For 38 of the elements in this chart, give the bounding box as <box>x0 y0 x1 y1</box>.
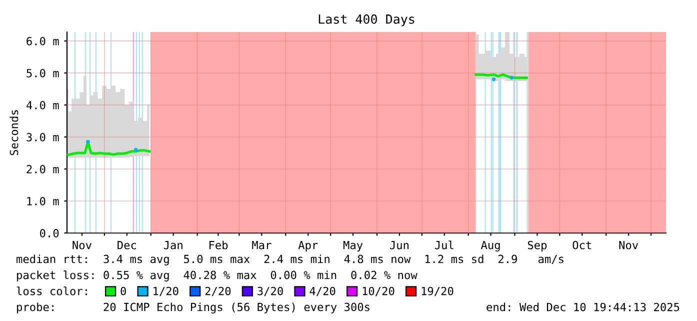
x-tick-label: Oct <box>572 240 592 250</box>
text: probe: 20 ICMP Echo Pings (56 Bytes) every 300s <box>17 302 370 314</box>
point <box>510 76 514 80</box>
point <box>492 77 496 82</box>
legend-label: 2/20 <box>205 286 231 296</box>
x-tick-label: May <box>343 241 363 252</box>
legend-label: 19/20 <box>422 286 454 296</box>
legend-label: 4/20 <box>310 286 336 296</box>
legend-label: 3/20 <box>258 286 283 296</box>
chart-title: Last 400 Days <box>318 14 414 26</box>
text: end: Wed Dec 10 19:44:13 2025 <box>486 302 680 312</box>
x-tick-label: Apr <box>298 241 318 252</box>
y-tick-label: 1.0 m <box>27 197 59 206</box>
x-tick-label: Mar <box>252 241 272 250</box>
y-tick-label: 2.0 m <box>26 164 59 174</box>
legend-label: 0 <box>120 286 126 296</box>
legend-label: 1/20 <box>154 286 178 296</box>
x-tick-label: Jul <box>434 240 454 250</box>
x-tick-label: Nov <box>72 241 92 250</box>
y-tick-label: 4.0 m <box>26 100 59 110</box>
y-tick-label: 6.0 m <box>26 36 59 46</box>
y-tick-label: 5.0 m <box>26 68 59 78</box>
y-axis-title: Seconds <box>10 110 18 156</box>
x-tick-label: Nov <box>619 241 638 250</box>
point <box>86 140 90 144</box>
x-tick-label: Dec <box>118 241 136 250</box>
y-tick-label: 3.0 m <box>26 132 59 142</box>
text: median rtt: 3.4 ms avg 5.0 ms max 2.4 ms min 4.8 ms now 1.2 ms sd 2.9 am/s <box>16 254 564 266</box>
x-tick-label: Feb <box>209 240 228 250</box>
legend-label: 10/20 <box>362 286 394 296</box>
x-tick-label: Aug <box>480 240 500 252</box>
text: packet loss: 0.55 % avg 40.28 % max 0.00 % min 0.02 % now <box>17 270 418 282</box>
y-tick-label: 0.0 <box>40 229 59 238</box>
point <box>134 148 138 152</box>
x-tick-label: Jan <box>164 241 182 250</box>
x-tick-label: Jun <box>390 241 408 250</box>
legend-title: loss color: <box>16 286 87 296</box>
x-tick-label: Sep <box>528 240 547 252</box>
